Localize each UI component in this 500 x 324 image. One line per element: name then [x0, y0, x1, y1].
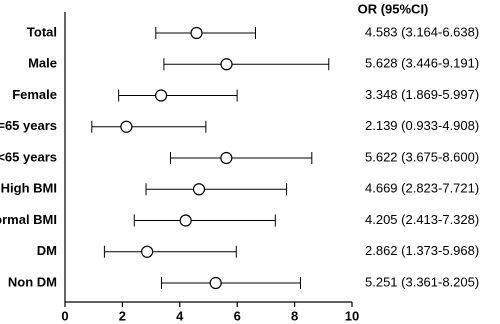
value-label: 5.622 (3.675-8.600)	[365, 149, 479, 164]
row-label: Male	[28, 56, 57, 71]
row-label: <65 years	[0, 149, 57, 164]
x-tick-label: 10	[345, 308, 359, 323]
point-estimate	[190, 26, 203, 40]
point-estimate	[120, 120, 133, 133]
x-tick-label: 2	[119, 308, 126, 323]
point-estimate	[179, 214, 192, 227]
row-label: High BMI	[1, 181, 57, 196]
row-label: >=65 years	[0, 118, 57, 133]
point-estimate	[220, 151, 233, 165]
value-label: 4.583 (3.164-6.638)	[365, 24, 479, 39]
row-label: Total	[27, 24, 57, 39]
point-estimate	[220, 58, 233, 71]
point-estimate	[154, 89, 168, 102]
value-label: 5.251 (3.361-8.205)	[365, 274, 479, 289]
value-label: 3.348 (1.869-5.997)	[365, 87, 479, 102]
column-header: OR (95%CI)	[358, 1, 429, 16]
row-label: DM	[37, 243, 57, 258]
value-label: 4.669 (2.823-7.721)	[365, 181, 479, 196]
row-label: Normal BMI	[0, 212, 57, 227]
value-label: 2.139 (0.933-4.908)	[365, 118, 479, 133]
x-tick-label: 0	[61, 308, 68, 323]
value-label: 2.862 (1.373-5.968)	[365, 243, 479, 258]
point-estimate	[192, 183, 206, 196]
x-tick-label: 4	[176, 308, 184, 323]
x-tick-label: 8	[291, 308, 298, 323]
point-estimate	[209, 276, 222, 290]
value-label: 5.628 (3.446-9.191)	[365, 56, 479, 71]
value-label: 4.205 (2.413-7.328)	[365, 212, 479, 227]
row-label: Female	[12, 87, 57, 102]
x-tick-label: 6	[234, 308, 241, 323]
point-estimate	[141, 245, 154, 258]
row-label: Non DM	[8, 274, 57, 289]
